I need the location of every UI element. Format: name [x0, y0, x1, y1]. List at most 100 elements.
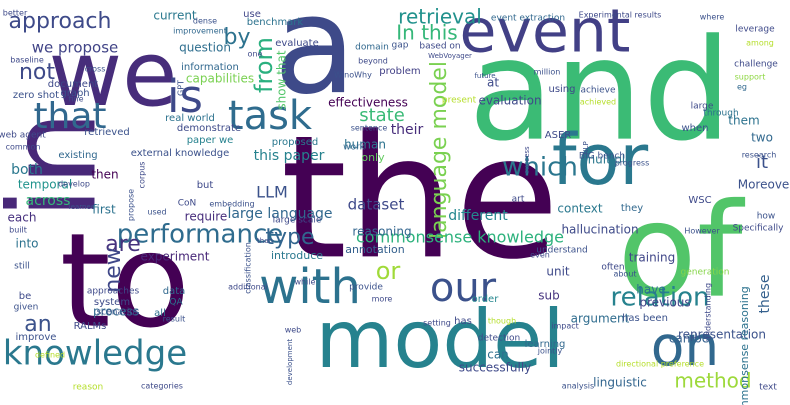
word-introduce: introduce	[271, 249, 323, 262]
word-context: context	[557, 202, 603, 216]
word-where: where	[700, 13, 725, 22]
word-even: even	[530, 251, 550, 260]
word-analysis: analysis	[562, 382, 594, 391]
word-have: have	[636, 283, 665, 297]
word-then: then	[91, 168, 118, 182]
word-more: more	[372, 295, 393, 304]
word-real-world: real world	[165, 113, 215, 124]
word-require: require	[185, 210, 228, 224]
word-text: text	[759, 383, 777, 393]
word-show-that: show that	[275, 50, 289, 109]
word-effectiveness: effectiveness	[328, 96, 408, 110]
word-language-model: language model	[427, 61, 452, 239]
word-their: their	[391, 122, 424, 138]
word-web: web	[285, 326, 302, 335]
word-training: training	[629, 251, 676, 265]
word-annotation: annotation	[345, 243, 405, 256]
word-support: support	[735, 73, 766, 82]
word-information: information	[181, 62, 239, 73]
word-only: only	[361, 151, 385, 164]
word-order: order	[472, 294, 500, 305]
word-and: and	[468, 10, 731, 173]
word-wsc: WSC	[688, 195, 711, 206]
word-two: two	[751, 131, 773, 145]
word-all: all	[154, 308, 166, 319]
word-con: CoN	[178, 199, 197, 209]
word-develop: develop	[58, 180, 90, 189]
word-about: about	[613, 270, 636, 279]
word-has-been: has been	[622, 313, 668, 324]
word-proposed: proposed	[272, 137, 319, 148]
word-graph: graph	[60, 88, 89, 99]
word-argument: argument	[571, 312, 630, 326]
word-moreover: Moreover	[738, 178, 790, 192]
word-classification: classification	[244, 242, 253, 294]
word-web-agent: web agent	[0, 131, 46, 141]
word-success: success	[523, 146, 531, 174]
word-development: development	[286, 339, 294, 385]
word-for: for	[552, 119, 648, 201]
word-common: common	[6, 143, 41, 152]
word-or: or	[376, 257, 401, 285]
word-in: in	[0, 110, 124, 219]
word-event: event	[460, 0, 631, 67]
word-be: be	[19, 291, 32, 302]
word-use: use	[243, 9, 261, 20]
word-dataset: dataset	[348, 196, 405, 214]
word-on: on	[651, 314, 720, 378]
word-relation: relation	[610, 283, 709, 313]
word-event-extraction: event extraction	[491, 14, 565, 24]
word-this-paper: this paper	[254, 148, 325, 164]
word-corpus: corpus	[138, 162, 147, 189]
word-of: of	[617, 175, 746, 327]
word-which: which	[502, 153, 578, 183]
word-used: used	[147, 208, 166, 217]
word-temporal: temporal	[18, 178, 72, 192]
word-gpt: GPT	[177, 80, 186, 96]
word-dense: dense	[193, 17, 217, 26]
word-capabilities: capabilities	[186, 72, 254, 86]
word-task: task	[228, 93, 313, 139]
word-process: process	[93, 305, 139, 319]
word-using: using	[548, 84, 575, 95]
word-human: human	[344, 138, 386, 152]
word-understanding: understanding	[704, 283, 713, 341]
word-that: that	[33, 96, 106, 137]
word-these: these	[757, 275, 773, 314]
word-achieved: achieved	[580, 98, 616, 107]
word-baseline: baseline	[10, 56, 44, 65]
word-fine: fine	[68, 95, 83, 104]
word-performance: performance	[117, 220, 284, 250]
word-in-this: In this	[396, 21, 457, 45]
word-both: both	[11, 162, 43, 178]
word-experiment: experiment	[141, 250, 210, 264]
word-embedding: embedding	[209, 200, 254, 209]
word-approach: approach	[9, 9, 112, 34]
word-large-scale: large scale	[273, 216, 322, 226]
word-representation: representation	[678, 328, 766, 342]
word-demonstrate: demonstrate	[177, 123, 241, 134]
word-specifically: Specifically	[733, 224, 785, 234]
word-we-propose: we propose	[32, 39, 119, 57]
word-progress: progress	[615, 159, 650, 168]
word-a: a	[274, 0, 357, 124]
word-sub: sub	[538, 289, 559, 303]
word-often: often	[601, 263, 624, 273]
word-by: by	[224, 25, 251, 50]
word-has: has	[454, 316, 472, 327]
word-large-language: large language	[227, 206, 332, 222]
word-to: to	[60, 205, 191, 357]
word-domain: domain	[355, 43, 389, 53]
word-benchmark: benchmark	[247, 17, 304, 28]
word-beyond: beyond	[358, 57, 388, 66]
word-into: into	[16, 237, 39, 251]
word-learning: learning	[525, 339, 566, 350]
word-million: million	[534, 68, 561, 77]
word-linguistic: linguistic	[593, 376, 647, 390]
word-present: present	[442, 96, 477, 106]
word-nlp: NLP	[582, 141, 590, 154]
word-successfully: successfully	[459, 361, 532, 375]
word-jointly: jointly	[537, 347, 563, 356]
word-directional-preference: directional preference	[616, 360, 704, 369]
word-but: but	[197, 180, 214, 191]
